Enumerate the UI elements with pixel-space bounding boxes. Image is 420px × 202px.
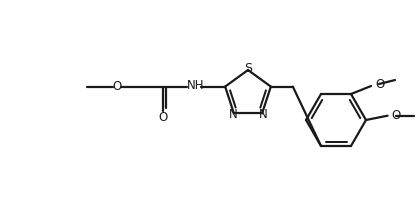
Text: N: N: [228, 108, 237, 121]
Text: O: O: [391, 109, 401, 122]
Text: NH: NH: [186, 79, 204, 92]
Text: O: O: [113, 80, 122, 93]
Text: O: O: [158, 111, 168, 124]
Text: S: S: [244, 62, 252, 76]
Text: N: N: [259, 108, 268, 121]
Text: O: O: [375, 78, 384, 90]
